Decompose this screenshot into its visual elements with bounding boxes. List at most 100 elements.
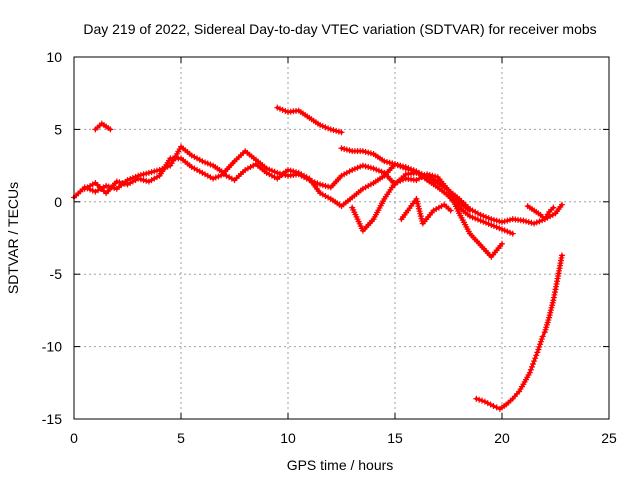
data-point	[147, 180, 151, 184]
data-point	[104, 184, 108, 188]
data-point	[147, 171, 151, 175]
data-point	[468, 232, 472, 236]
data-point	[521, 382, 525, 386]
data-point	[136, 177, 140, 181]
data-point	[498, 407, 502, 411]
data-point	[350, 149, 354, 153]
data-point	[528, 371, 532, 375]
data-point	[297, 171, 301, 175]
data-point	[517, 389, 521, 393]
data-point	[504, 403, 508, 407]
data-point	[521, 219, 525, 223]
data-point	[489, 217, 493, 221]
series-markers	[71, 143, 565, 227]
data-point	[100, 122, 104, 126]
series-track-a	[71, 143, 565, 227]
data-point	[543, 330, 547, 334]
series-track-f	[398, 195, 454, 227]
series-track-b	[81, 155, 516, 237]
data-point	[104, 191, 108, 195]
plot-frame	[73, 56, 610, 420]
data-point	[93, 127, 97, 131]
data-point	[329, 127, 333, 131]
data-point	[340, 130, 343, 134]
data-point	[436, 175, 440, 179]
data-point	[158, 174, 162, 178]
data-point	[457, 197, 461, 201]
data-point	[511, 397, 515, 401]
chart-title: Day 219 of 2022, Sidereal Day-to-day VTE…	[83, 21, 596, 37]
data-point	[115, 180, 119, 184]
series-track-e	[349, 171, 505, 260]
data-point	[489, 255, 493, 259]
data-point	[106, 126, 110, 130]
data-point	[243, 168, 247, 172]
data-point	[361, 164, 365, 168]
data-point	[243, 149, 247, 153]
data-point	[93, 181, 97, 185]
x-tick-label: 20	[494, 430, 510, 446]
data-point	[382, 197, 386, 201]
data-point	[361, 229, 365, 233]
data-point	[543, 217, 547, 221]
data-point	[551, 298, 555, 302]
data-point	[233, 178, 236, 182]
data-point	[126, 178, 129, 182]
x-tick-label: 10	[280, 430, 296, 446]
data-point	[307, 116, 311, 120]
x-tick-label: 5	[177, 430, 185, 446]
y-tick-label: 0	[54, 194, 62, 210]
data-point	[179, 145, 183, 149]
series-track-c	[274, 104, 345, 136]
data-point	[404, 177, 408, 181]
x-axis-label: GPS time / hours	[287, 457, 394, 473]
x-tick-label: 25	[601, 430, 617, 446]
data-point	[200, 159, 204, 163]
data-point	[211, 164, 215, 168]
data-point	[329, 197, 333, 201]
data-point	[340, 204, 343, 208]
data-point	[254, 162, 258, 166]
data-point	[551, 206, 555, 210]
data-point	[190, 165, 194, 169]
data-point	[108, 127, 112, 131]
axis-ticks: 0 5 10 15 20 25 -15 -10 -5 0 5 10	[42, 49, 617, 446]
data-point	[536, 347, 540, 351]
y-tick-label: -10	[42, 339, 62, 355]
data-point	[222, 172, 226, 176]
data-point	[350, 168, 354, 172]
data-point	[372, 152, 376, 156]
data-point	[307, 177, 311, 181]
y-tick-label: 10	[46, 49, 62, 65]
data-point	[560, 253, 564, 257]
data-point	[168, 164, 172, 168]
data-point	[350, 206, 354, 210]
data-point	[483, 400, 487, 404]
data-point	[286, 168, 290, 172]
data-point	[265, 166, 269, 170]
data-point	[115, 187, 119, 191]
data-point	[436, 185, 440, 189]
data-point	[126, 182, 129, 186]
data-point	[532, 208, 536, 212]
data-point	[414, 169, 418, 173]
y-tick-label: 5	[54, 121, 62, 137]
series-track-i	[524, 203, 557, 223]
data-point	[254, 158, 258, 162]
data-point	[541, 334, 545, 338]
data-point	[393, 181, 397, 185]
data-point	[532, 359, 536, 363]
data-point	[425, 172, 429, 176]
data-point	[297, 109, 301, 113]
data-point	[275, 171, 279, 175]
data-point	[479, 213, 483, 217]
y-tick-label: -15	[42, 411, 62, 427]
data-point	[554, 211, 557, 215]
data-point	[399, 217, 403, 221]
data-point	[556, 277, 560, 281]
data-point	[168, 156, 172, 160]
series-layer	[71, 104, 565, 412]
data-point	[421, 222, 425, 226]
data-point	[532, 222, 536, 226]
data-point	[489, 223, 493, 227]
